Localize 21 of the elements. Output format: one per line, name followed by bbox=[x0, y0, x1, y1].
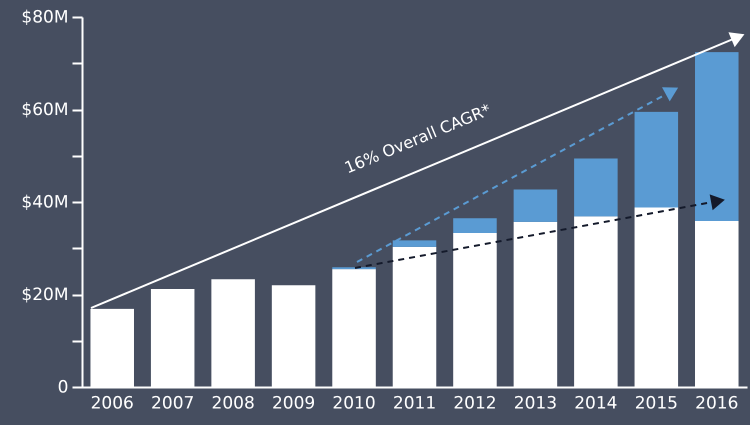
x-tick-label: 2007 bbox=[151, 394, 194, 414]
x-tick-label: 2013 bbox=[514, 394, 558, 414]
x-tick-label: 2014 bbox=[574, 394, 618, 414]
x-tick-label: 2016 bbox=[695, 394, 738, 414]
bar bbox=[514, 190, 558, 222]
x-tick-label: 2008 bbox=[212, 394, 255, 414]
x-tick-label: 2006 bbox=[90, 394, 134, 414]
y-tick-label: $40M bbox=[21, 192, 68, 212]
bar bbox=[392, 240, 436, 247]
x-tick-label: 2012 bbox=[453, 394, 497, 414]
bar bbox=[574, 158, 618, 216]
x-tick-label: 2010 bbox=[332, 394, 376, 414]
x-tick-label: 2011 bbox=[392, 394, 436, 414]
y-tick-label: $20M bbox=[21, 285, 68, 305]
bar bbox=[695, 52, 739, 221]
bar bbox=[453, 218, 497, 233]
y-tick-label: 0 bbox=[58, 378, 68, 398]
y-tick-label: $60M bbox=[21, 100, 68, 120]
y-tick-label: $80M bbox=[21, 8, 68, 28]
x-tick-label: 2009 bbox=[272, 394, 316, 414]
x-tick-label: 2015 bbox=[634, 394, 678, 414]
